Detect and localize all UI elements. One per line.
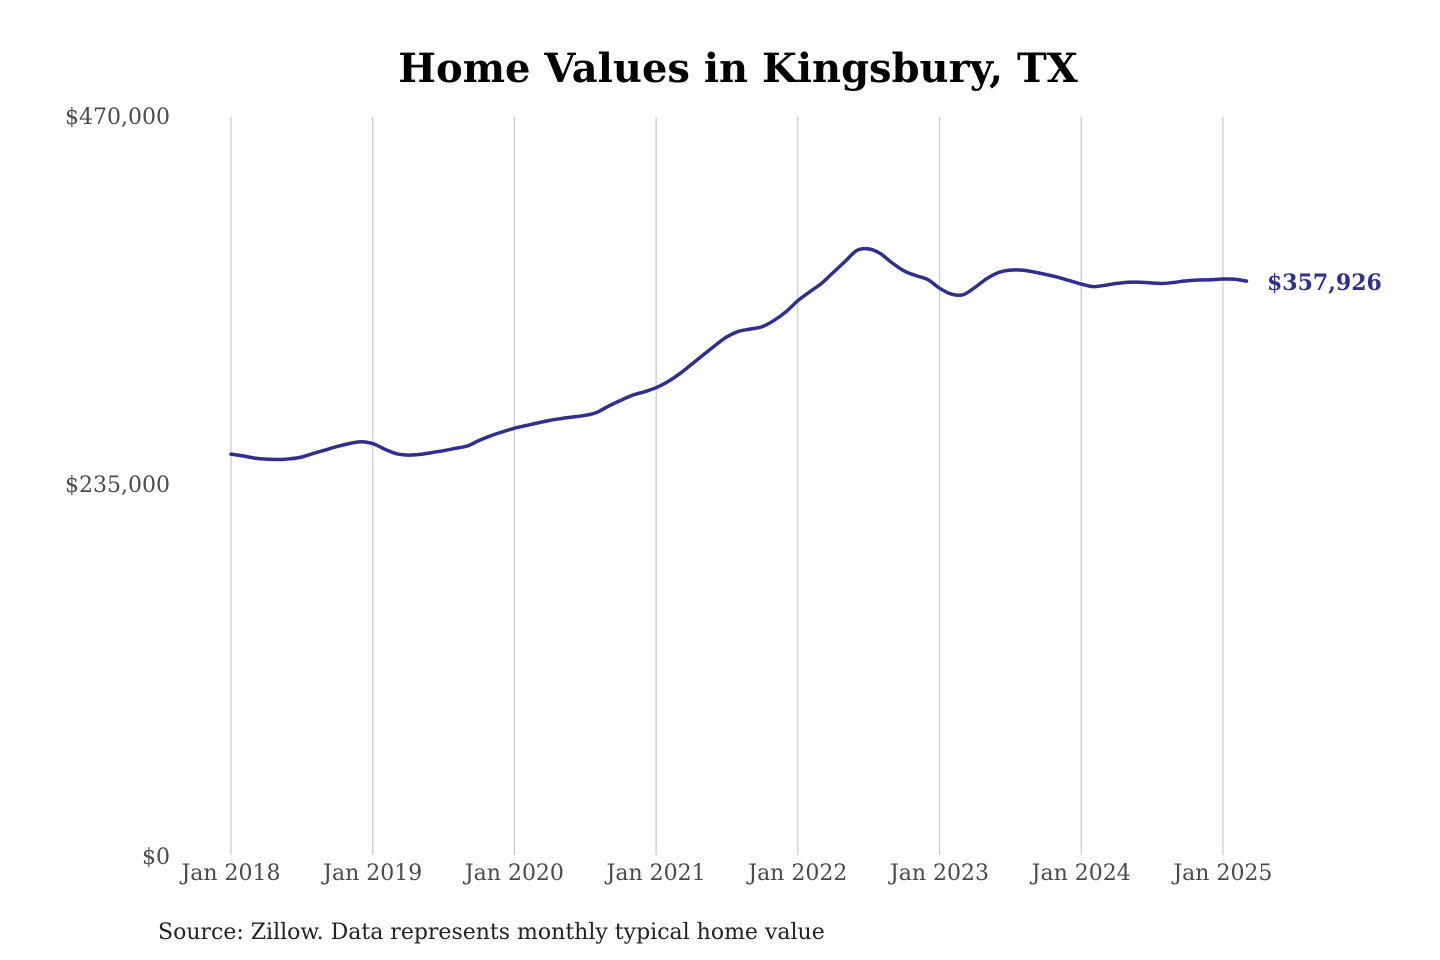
x-tick-label: Jan 2020: [463, 861, 564, 886]
y-tick-label: $235,000: [65, 473, 170, 498]
x-tick-label: Jan 2022: [746, 861, 847, 886]
x-tick-label: Jan 2025: [1171, 861, 1272, 886]
y-tick-label: $470,000: [65, 105, 170, 130]
x-tick-label: Jan 2023: [888, 861, 989, 886]
x-tick-label: Jan 2021: [605, 861, 706, 886]
end-value-label: $357,926: [1267, 270, 1382, 296]
y-axis-tick-labels: $470,000 $235,000 $0: [65, 105, 170, 870]
y-tick-label: $0: [142, 845, 170, 870]
x-tick-label: Jan 2019: [321, 861, 422, 886]
x-tick-label: Jan 2024: [1030, 861, 1131, 886]
gridlines: [230, 117, 1224, 855]
chart-title: Home Values in Kingsbury, TX: [398, 45, 1078, 92]
x-axis-tick-labels: Jan 2018 Jan 2019 Jan 2020 Jan 2021 Jan 2022…: [179, 861, 1272, 886]
x-tick-label: Jan 2018: [179, 861, 280, 886]
series-line: [229, 246, 1249, 462]
source-note: Source: Zillow. Data represents monthly …: [158, 920, 825, 945]
